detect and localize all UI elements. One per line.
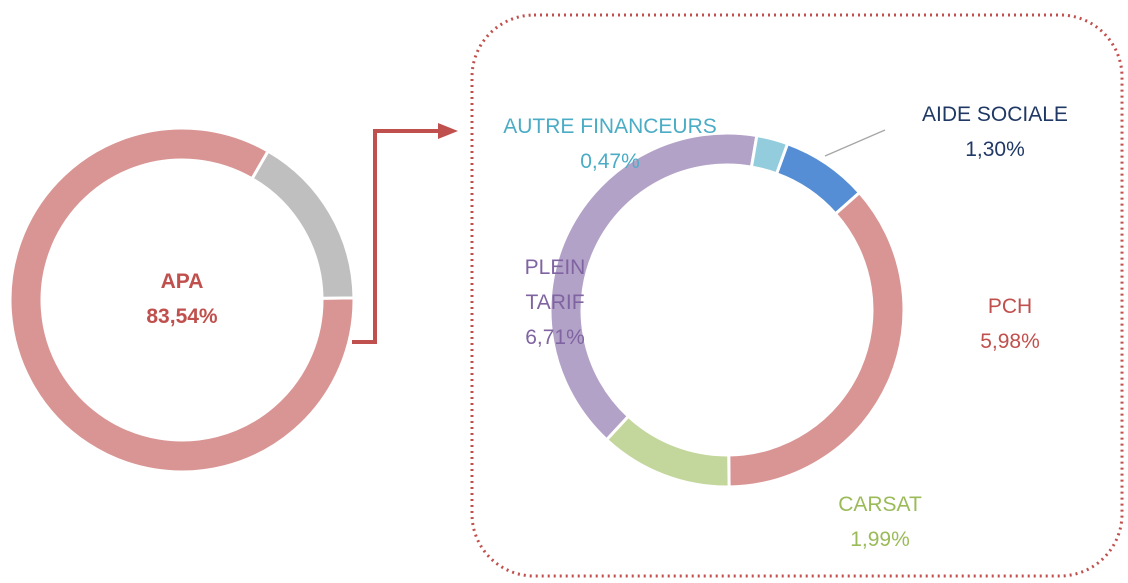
category-label: APA xyxy=(160,270,204,293)
donut-slice xyxy=(727,190,906,489)
category-label: PCH xyxy=(987,295,1033,318)
category-label: CARSAT xyxy=(838,493,922,516)
data-label: PCH 5,98% xyxy=(950,289,1070,359)
value-label: 6,71% xyxy=(525,326,585,349)
category-label: AUTRE FINANCEURS xyxy=(503,115,717,138)
category-label: AIDE SOCIALE xyxy=(922,103,1068,126)
zoom-frame xyxy=(470,13,1124,578)
data-label: AUTRE FINANCEURS 0,47% xyxy=(480,109,740,179)
value-label: 0,47% xyxy=(580,150,640,173)
category-label: PLEIN TARIF xyxy=(524,256,586,314)
value-label: 5,98% xyxy=(980,330,1040,353)
data-label: AIDE SOCIALE 1,30% xyxy=(885,97,1105,167)
arrow xyxy=(352,129,440,344)
value-label: 83,54% xyxy=(146,305,218,328)
donut-slice xyxy=(8,126,356,474)
value-label: 1,30% xyxy=(965,138,1025,161)
arrow-head xyxy=(438,123,458,139)
leader-line xyxy=(824,129,886,157)
donut-slice xyxy=(749,133,790,176)
donut-slice xyxy=(604,414,731,489)
data-label: APA 83,54% xyxy=(82,264,282,334)
data-label: PLEIN TARIF 6,71% xyxy=(515,250,595,355)
data-label: CARSAT 1,99% xyxy=(820,487,940,557)
value-label: 1,99% xyxy=(850,528,910,551)
donut-slice xyxy=(250,149,356,300)
